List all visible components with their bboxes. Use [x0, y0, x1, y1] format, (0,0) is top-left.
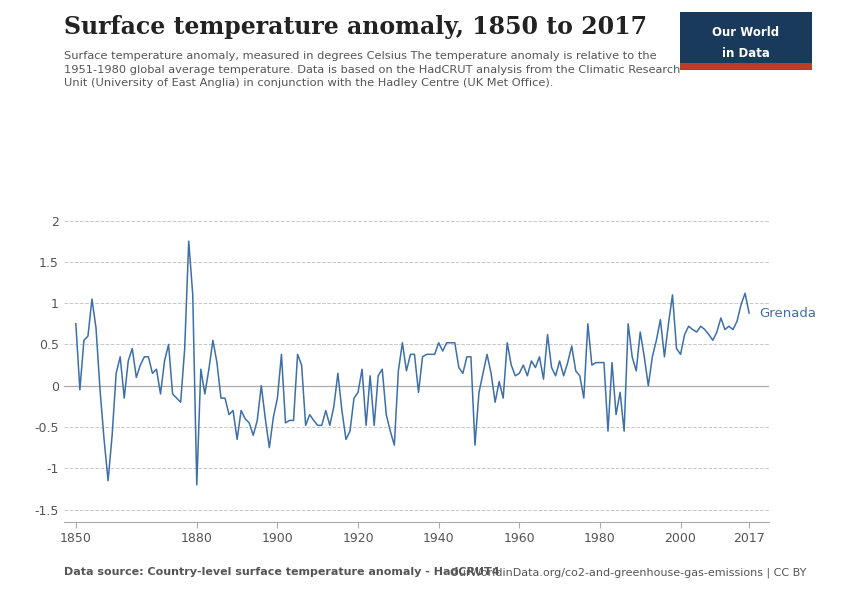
- Text: Data source: Country-level surface temperature anomaly - HadCRUT4: Data source: Country-level surface tempe…: [64, 567, 499, 577]
- Text: OurWorldinData.org/co2-and-greenhouse-gas-emissions | CC BY: OurWorldinData.org/co2-and-greenhouse-ga…: [450, 567, 807, 577]
- Text: Surface temperature anomaly, measured in degrees Celsius The temperature anomaly: Surface temperature anomaly, measured in…: [64, 51, 680, 88]
- Text: in Data: in Data: [722, 47, 770, 61]
- Text: Our World: Our World: [712, 26, 779, 39]
- Text: Grenada: Grenada: [759, 307, 816, 320]
- Text: Surface temperature anomaly, 1850 to 2017: Surface temperature anomaly, 1850 to 201…: [64, 15, 647, 39]
